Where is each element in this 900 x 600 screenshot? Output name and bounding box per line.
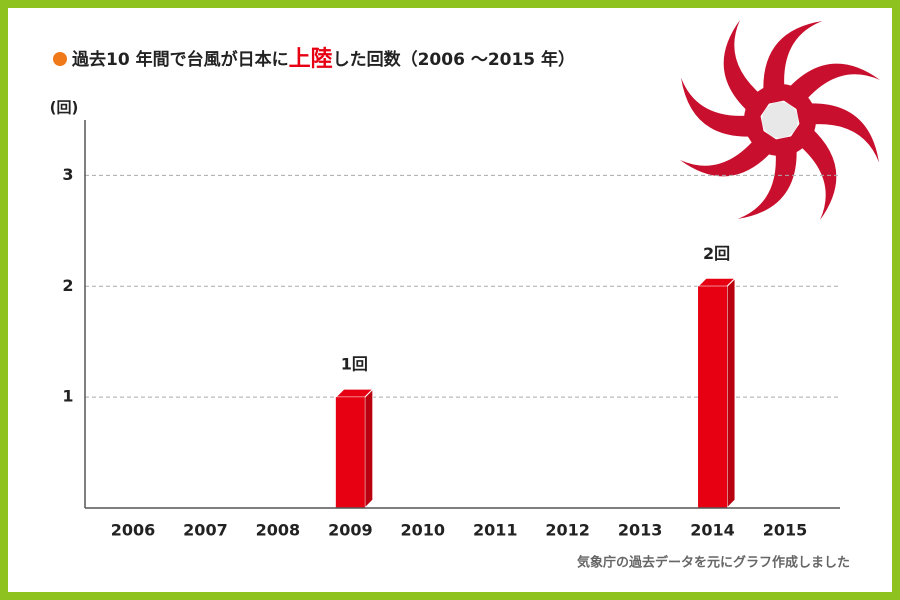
bar-side — [364, 387, 374, 510]
source-note: 気象庁の過去データを元にグラフ作成しました — [577, 555, 850, 571]
x-tick-label: 2007 — [183, 521, 228, 540]
typhoon-icon — [680, 20, 880, 220]
value-label: 1回 — [341, 355, 368, 374]
x-tick-label: 2015 — [763, 521, 808, 540]
x-tick-label: 2014 — [690, 521, 735, 540]
chart-title: 過去10 年間で台風が日本に上陸した回数（2006 〜2015 年） — [72, 46, 575, 72]
y-axis-label: (回) — [50, 99, 79, 117]
value-label: 2回 — [703, 244, 730, 263]
y-tick-label: 3 — [62, 165, 73, 184]
y-tick-label: 2 — [62, 276, 73, 295]
x-tick-label: 2012 — [545, 521, 590, 540]
bar — [698, 286, 728, 508]
x-tick-label: 2009 — [328, 521, 373, 540]
title-part: した回数（2006 〜2015 年） — [333, 49, 575, 70]
x-tick-label: 2010 — [401, 521, 446, 540]
title-bullet — [53, 52, 67, 66]
y-tick-label: 1 — [62, 387, 73, 406]
x-tick-label: 2011 — [473, 521, 518, 540]
bar-side — [726, 277, 736, 510]
x-tick-label: 2008 — [256, 521, 301, 540]
title-part: 過去10 年間で台風が日本に — [72, 49, 289, 70]
title-highlight: 上陸 — [289, 46, 333, 72]
x-tick-label: 2006 — [111, 521, 156, 540]
x-tick-label: 2013 — [618, 521, 663, 540]
bar — [335, 397, 365, 508]
